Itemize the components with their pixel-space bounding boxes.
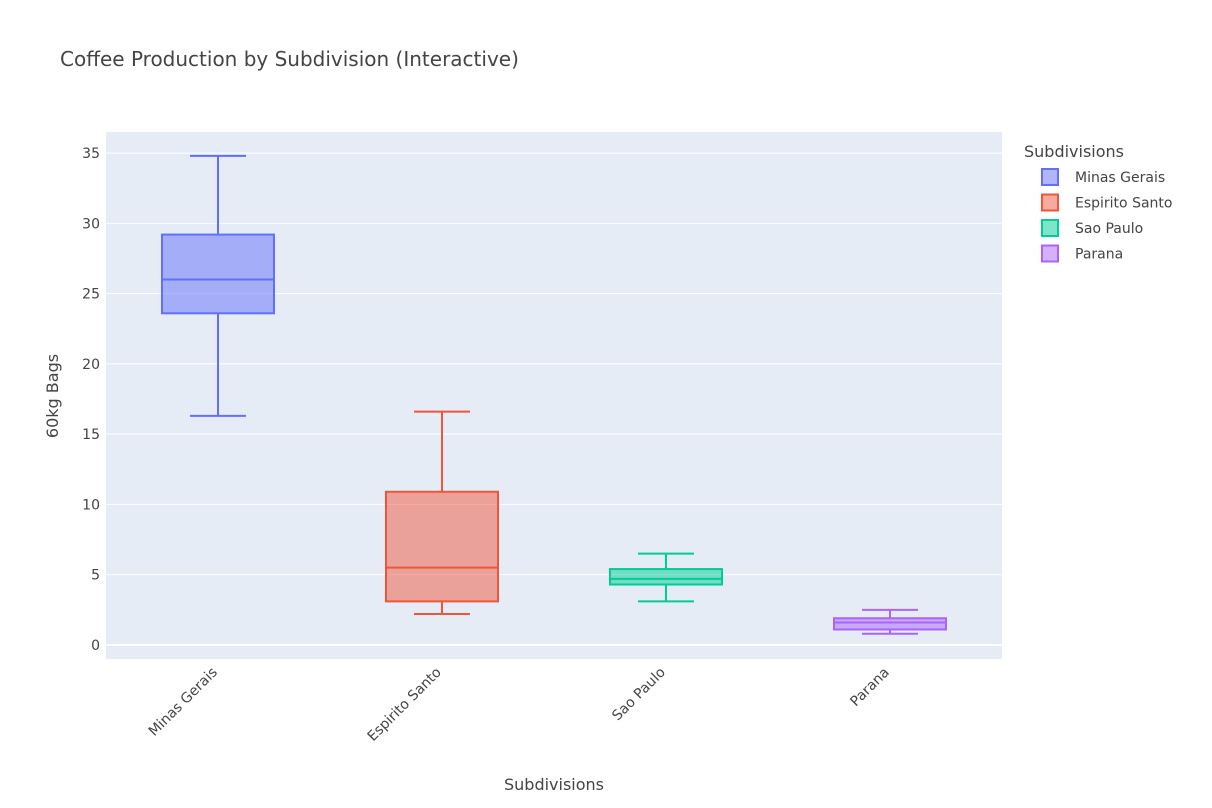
y-tick-label: 20: [82, 357, 100, 373]
iqr-box: [833, 617, 947, 631]
chart-title: Coffee Production by Subdivision (Intera…: [60, 47, 519, 71]
x-axis-title: Subdivisions: [504, 775, 604, 794]
plot-area: [106, 132, 1002, 659]
iqr-box: [385, 490, 499, 603]
x-tick-label: Sao Paulo: [609, 665, 669, 725]
y-tick-label: 35: [82, 146, 100, 162]
y-axis-ticks: 0 5 10 15 20 25 30 35: [82, 146, 100, 654]
legend: Subdivisions Minas Gerais Espirito Santo S…: [1024, 142, 1172, 263]
x-tick-label: Parana: [847, 665, 892, 710]
box-sao-paulo: [609, 552, 723, 603]
legend-label: Parana: [1075, 247, 1123, 263]
y-axis-title: 60kg Bags: [43, 354, 62, 438]
legend-item: Espirito Santo: [1041, 193, 1172, 212]
legend-swatch: [1041, 168, 1059, 186]
boxes: [161, 154, 947, 635]
y-tick-label: 30: [82, 216, 100, 232]
legend-label: Minas Gerais: [1075, 170, 1165, 186]
iqr-box: [161, 233, 275, 315]
box-minas-gerais: [161, 154, 275, 417]
legend-item: Sao Paulo: [1041, 219, 1143, 237]
y-tick-label: 5: [91, 568, 100, 584]
legend-item: Minas Gerais: [1041, 168, 1165, 186]
legend-swatch: [1041, 244, 1059, 263]
box-espirito-santo: [385, 410, 499, 616]
legend-item: Parana: [1041, 244, 1123, 263]
y-tick-label: 10: [82, 497, 100, 513]
box-parana: [833, 608, 947, 635]
legend-label: Espirito Santo: [1075, 196, 1172, 212]
y-tick-label: 0: [91, 638, 100, 654]
x-tick-label: Espirito Santo: [365, 665, 445, 745]
legend-swatch: [1041, 219, 1059, 237]
iqr-box: [609, 568, 723, 586]
legend-swatch: [1041, 193, 1059, 212]
x-axis-ticks: Minas Gerais Espirito Santo Sao Paulo Paran…: [146, 665, 893, 745]
y-tick-label: 15: [82, 427, 100, 443]
x-tick-label: Minas Gerais: [146, 665, 221, 740]
legend-label: Sao Paulo: [1075, 221, 1143, 237]
y-tick-label: 25: [82, 287, 100, 303]
legend-title: Subdivisions: [1024, 142, 1124, 161]
